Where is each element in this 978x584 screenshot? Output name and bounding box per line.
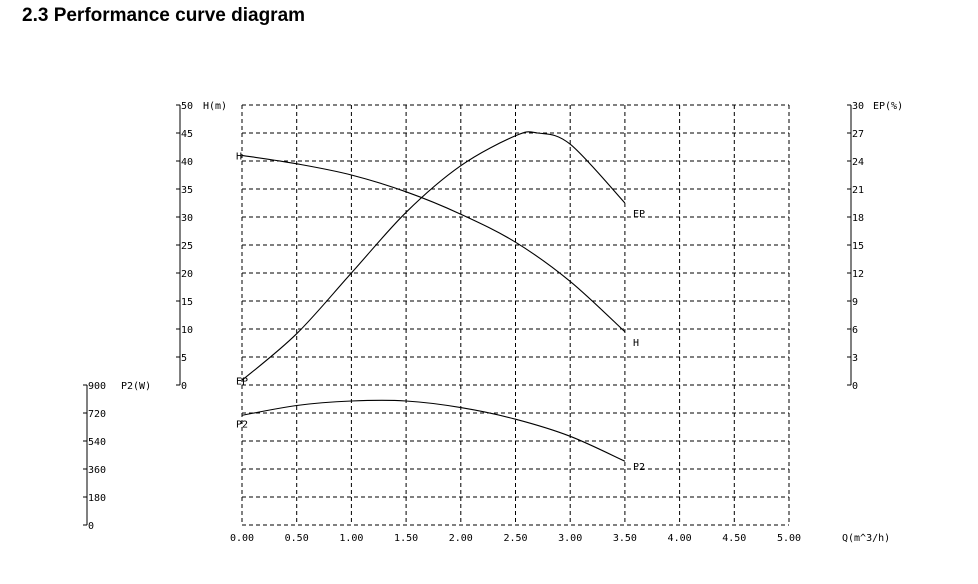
ep-tick-label: 27 bbox=[852, 129, 864, 140]
h-tick-label: 50 bbox=[181, 101, 193, 112]
curve-label-p2-right: P2 bbox=[633, 462, 645, 473]
curve-label-p2-left: P2 bbox=[236, 419, 248, 430]
ep-tick-label: 3 bbox=[852, 353, 858, 364]
curve-label-ep-right: EP bbox=[633, 209, 645, 220]
x-tick-label: 2.00 bbox=[449, 533, 473, 544]
h-tick-label: 10 bbox=[181, 325, 193, 336]
ep-tick-label: 21 bbox=[852, 185, 864, 196]
curve-label-h-right: H bbox=[633, 338, 639, 349]
ep-tick-label: 18 bbox=[852, 213, 864, 224]
x-tick-label: 0.50 bbox=[285, 533, 309, 544]
x-tick-label: 5.00 bbox=[777, 533, 801, 544]
h-tick-label: 0 bbox=[181, 381, 187, 392]
x-tick-label: 4.50 bbox=[722, 533, 746, 544]
x-axis-label: Q(m^3/h) bbox=[842, 533, 890, 544]
h-tick-label: 45 bbox=[181, 129, 193, 140]
ep-axis-label: EP(%) bbox=[873, 101, 903, 112]
x-tick-label: 3.00 bbox=[558, 533, 582, 544]
x-tick-label: 4.00 bbox=[668, 533, 692, 544]
h-tick-label: 35 bbox=[181, 185, 193, 196]
h-tick-label: 20 bbox=[181, 269, 193, 280]
x-tick-label: 2.50 bbox=[503, 533, 527, 544]
ep-tick-label: 24 bbox=[852, 157, 864, 168]
ep-tick-label: 30 bbox=[852, 101, 864, 112]
p2-tick-label: 180 bbox=[88, 493, 106, 504]
p2-tick-label: 0 bbox=[88, 521, 94, 532]
h-tick-label: 30 bbox=[181, 213, 193, 224]
h-tick-label: 40 bbox=[181, 157, 193, 168]
h-tick-label: 15 bbox=[181, 297, 193, 308]
x-tick-label: 3.50 bbox=[613, 533, 637, 544]
ep-tick-label: 9 bbox=[852, 297, 858, 308]
p2-tick-label: 360 bbox=[88, 465, 106, 476]
x-tick-label: 1.50 bbox=[394, 533, 418, 544]
p2-axis-label: P2(W) bbox=[121, 381, 151, 392]
ep-tick-label: 0 bbox=[852, 381, 858, 392]
ep-tick-label: 15 bbox=[852, 241, 864, 252]
page-heading: 2.3 Performance curve diagram bbox=[22, 5, 306, 26]
curve-label-h-left: H bbox=[236, 151, 242, 162]
x-tick-label: 0.00 bbox=[230, 533, 254, 544]
h-axis-label: H(m) bbox=[203, 101, 227, 112]
p2-tick-label: 900 bbox=[88, 381, 106, 392]
p2-tick-label: 720 bbox=[88, 409, 106, 420]
series-line-p2 bbox=[241, 399, 626, 462]
h-tick-label: 25 bbox=[181, 241, 193, 252]
h-tick-label: 5 bbox=[181, 353, 187, 364]
ep-tick-label: 12 bbox=[852, 269, 864, 280]
curve-label-ep-left: EP bbox=[236, 376, 248, 387]
series-line-ep bbox=[241, 131, 626, 381]
ep-tick-label: 6 bbox=[852, 325, 858, 336]
series-line-h bbox=[241, 154, 626, 333]
p2-tick-label: 540 bbox=[88, 437, 106, 448]
x-tick-label: 1.00 bbox=[339, 533, 363, 544]
